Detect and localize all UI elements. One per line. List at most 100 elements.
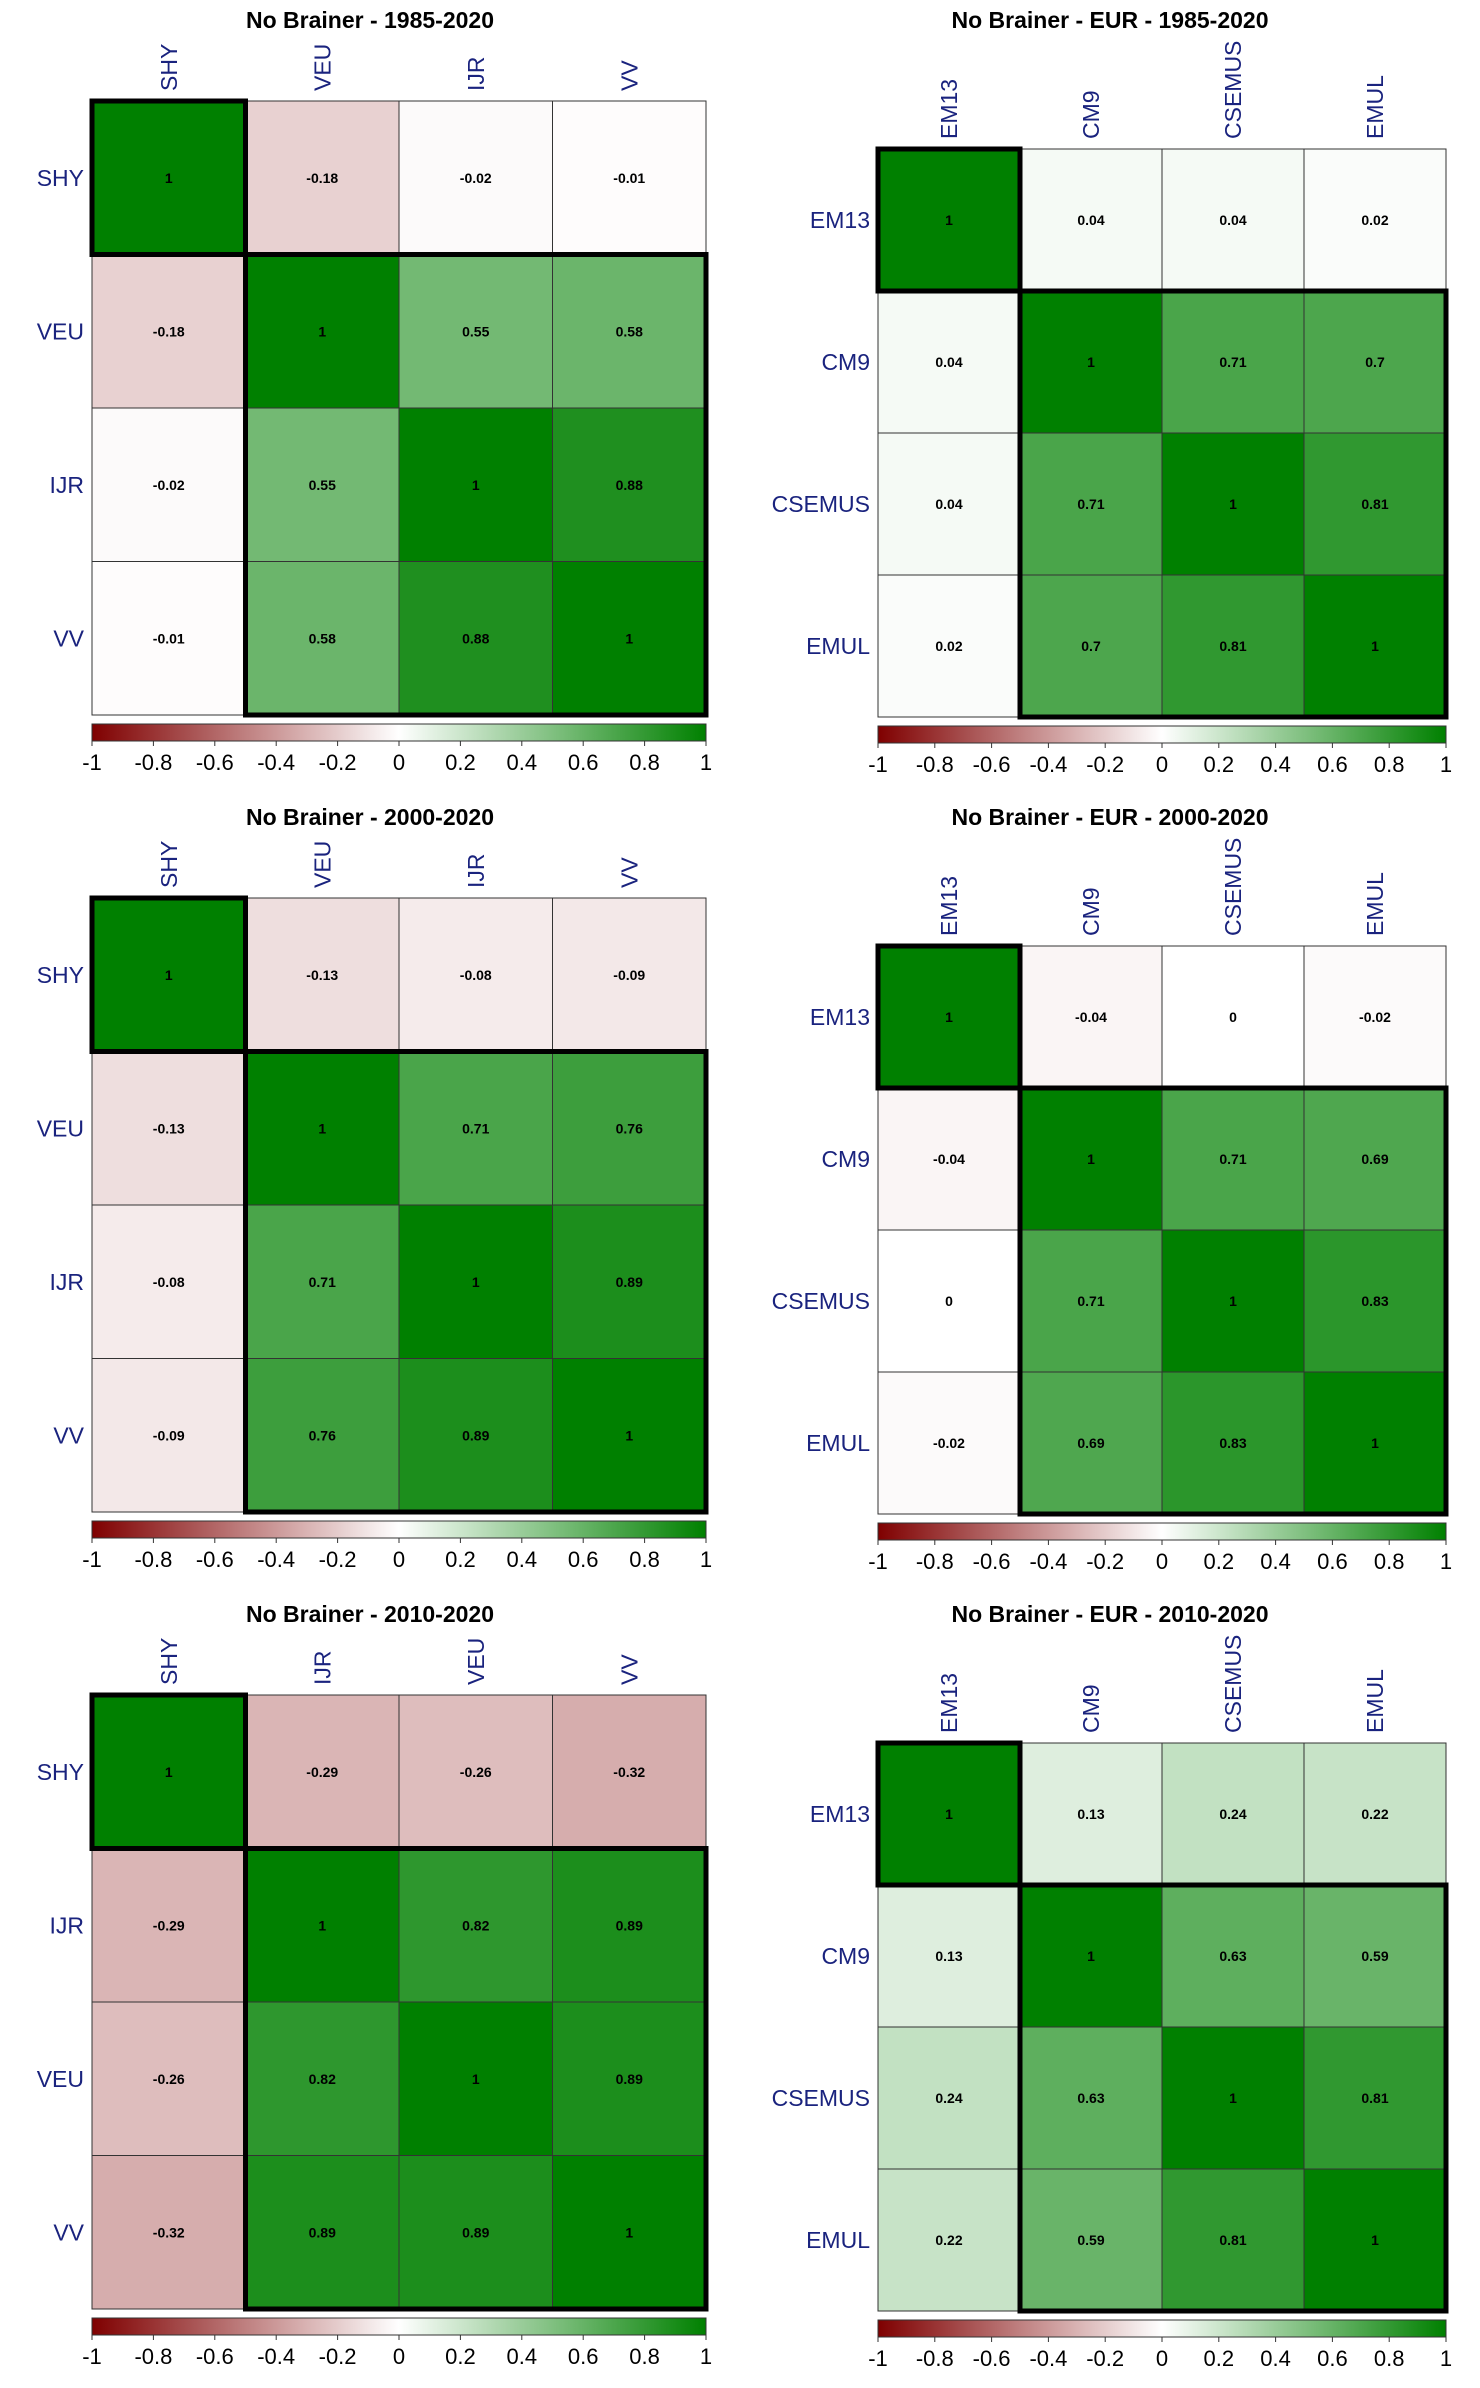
- heatmap-cell: [1161, 148, 1305, 292]
- cell-value: 1: [1087, 1948, 1095, 1964]
- heatmap-cell: [1019, 2026, 1163, 2170]
- cell-value: 0.89: [462, 2224, 489, 2240]
- heatmap-cell: [245, 1694, 400, 1849]
- column-label: IJR: [309, 1651, 335, 1686]
- cell-value: 0.02: [1361, 212, 1388, 228]
- colorbar-tick-label: 0.8: [629, 2344, 660, 2369]
- cell-value: 0.63: [1219, 1948, 1246, 1964]
- cell-value: 0.89: [462, 1427, 489, 1443]
- cell-value: 0.58: [616, 323, 643, 339]
- cell-value: -0.13: [306, 967, 338, 983]
- cell-value: 0.04: [1219, 212, 1246, 228]
- colorbar-tick-label: -1: [868, 2346, 888, 2371]
- cell-value: 1: [625, 1427, 633, 1443]
- row-label: VV: [53, 625, 84, 651]
- colorbar-tick-label: 0.6: [568, 1547, 599, 1572]
- corr-panel-2: No Brainer - EUR - 1985-2020 1 0.04 0.04 0.0…: [772, 7, 1453, 777]
- cell-value: -0.04: [1075, 1009, 1107, 1025]
- colorbar-tick-label: -0.6: [973, 2346, 1011, 2371]
- heatmap-cell: [552, 561, 707, 716]
- heatmap-cell: [1019, 290, 1163, 434]
- cell-value: 1: [625, 630, 633, 646]
- colorbar-tick-label: 0.6: [568, 2344, 599, 2369]
- panel-title: No Brainer - EUR - 2010-2020: [951, 1601, 1268, 1627]
- colorbar-tick-label: -0.2: [1086, 2346, 1124, 2371]
- cell-value: 0.83: [1361, 1293, 1388, 1309]
- heatmap-cell: [1019, 432, 1163, 576]
- row-label: EMUL: [806, 1430, 870, 1456]
- colorbar-tick-label: 0.4: [507, 750, 538, 775]
- cell-value: 0: [1229, 1009, 1237, 1025]
- colorbar: [877, 2319, 1447, 2338]
- row-label: SHY: [37, 165, 84, 191]
- corr-panel-4: No Brainer - EUR - 2000-2020 1 -0.04 0 -0.02…: [772, 804, 1453, 1574]
- colorbar-tick-label: -1: [868, 752, 888, 777]
- heatmap-cell: [877, 1884, 1021, 2028]
- colorbar-tick-label: 0: [393, 1547, 405, 1572]
- heatmap-cell: [398, 2155, 553, 2310]
- cell-value: 0.22: [935, 2232, 962, 2248]
- cell-value: 0.24: [935, 2090, 962, 2106]
- heatmap-cell: [1161, 290, 1305, 434]
- heatmap-cell: [245, 1848, 400, 2003]
- heatmap-cell: [91, 254, 246, 409]
- colorbar-tick-label: 0.4: [1260, 1549, 1291, 1574]
- colorbar-tick-label: -0.6: [196, 2344, 234, 2369]
- column-label: CM9: [1078, 887, 1104, 936]
- heatmap-cell: [91, 561, 246, 716]
- cell-value: 0.04: [935, 354, 962, 370]
- cluster-box: [875, 943, 1023, 1091]
- row-label: EMUL: [806, 633, 870, 659]
- heatmap-cell: [398, 561, 553, 716]
- heatmap-cell: [91, 1358, 246, 1513]
- row-label: EM13: [810, 1801, 870, 1827]
- colorbar-tick-label: -0.4: [257, 1547, 295, 1572]
- cell-value: 0.83: [1219, 1435, 1246, 1451]
- heatmap-cell: [1161, 432, 1305, 576]
- cell-value: 0.88: [616, 477, 643, 493]
- row-label: VEU: [37, 1115, 84, 1141]
- column-label: CSEMUS: [1220, 41, 1246, 139]
- colorbar-tick-label: 0.4: [1260, 2346, 1291, 2371]
- cell-value: -0.02: [933, 1435, 965, 1451]
- colorbar-tick-label: 0: [393, 750, 405, 775]
- cell-value: 1: [1371, 1435, 1379, 1451]
- heatmap-cell: [1019, 945, 1163, 1089]
- colorbar-tick-label: 1: [1440, 2346, 1452, 2371]
- column-label: VV: [616, 1654, 642, 1685]
- column-label: EM13: [936, 79, 962, 139]
- cluster-box: [1017, 1882, 1449, 2314]
- colorbar-tick-label: 0.4: [507, 1547, 538, 1572]
- colorbar-tick-label: -0.2: [319, 1547, 357, 1572]
- cluster-box: [1017, 288, 1449, 720]
- colorbar: [877, 725, 1447, 744]
- cell-value: 0.58: [309, 630, 336, 646]
- cell-value: 1: [165, 967, 173, 983]
- row-label: IJR: [50, 1269, 85, 1295]
- colorbar-tick-label: -0.4: [1029, 1549, 1067, 1574]
- heatmap-cell: [1161, 1087, 1305, 1231]
- cell-value: -0.08: [460, 967, 492, 983]
- colorbar-tick-label: -0.4: [257, 2344, 295, 2369]
- cell-value: -0.02: [460, 170, 492, 186]
- cluster-box: [243, 1049, 709, 1515]
- heatmap-cell: [552, 1358, 707, 1513]
- colorbar-tick-label: 0: [1156, 752, 1168, 777]
- heatmap-cell: [245, 1051, 400, 1206]
- cell-value: 1: [945, 1806, 953, 1822]
- heatmap-cell: [877, 148, 1021, 292]
- colorbar-tick-label: 1: [700, 750, 712, 775]
- cell-value: 1: [1229, 496, 1237, 512]
- heatmap-cell: [552, 254, 707, 409]
- heatmap-cell: [1303, 2026, 1447, 2170]
- cell-value: 0: [945, 1293, 953, 1309]
- colorbar-tick-label: 0.2: [1204, 1549, 1235, 1574]
- colorbar-tick-label: 0: [393, 2344, 405, 2369]
- cell-value: -0.01: [153, 630, 185, 646]
- cell-value: 0.02: [935, 638, 962, 654]
- heatmap-cell: [552, 897, 707, 1052]
- heatmap-cell: [552, 1051, 707, 1206]
- heatmap-cell: [1303, 432, 1447, 576]
- cell-value: 1: [318, 1120, 326, 1136]
- cell-value: 0.69: [1361, 1151, 1388, 1167]
